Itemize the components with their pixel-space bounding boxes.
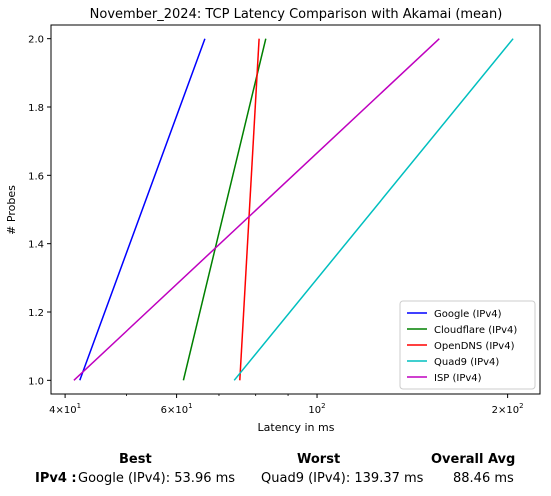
x-tick-label-0: 4×101 xyxy=(49,402,81,416)
latency-chart: November_2024: TCP Latency Comparison wi… xyxy=(5,7,541,434)
summary-row-label: IPv4 : xyxy=(35,471,77,486)
legend-label-3: Quad9 (IPv4) xyxy=(434,357,499,368)
x-tick-label-3: 2×102 xyxy=(492,402,524,416)
y-axis-ticks: 1.0 1.2 1.4 1.6 1.8 2.0 xyxy=(28,35,51,387)
summary-avg-header: Overall Avg xyxy=(431,452,516,467)
x-axis-ticks: 4×101 6×101 102 2×102 xyxy=(49,394,524,416)
x-tick-label-1: 6×101 xyxy=(161,402,193,416)
y-tick-label-5: 2.0 xyxy=(28,35,44,46)
series-line-0 xyxy=(79,38,206,381)
y-tick-label-0: 1.0 xyxy=(28,376,44,387)
summary-best-value: Google (IPv4): 53.96 ms xyxy=(78,471,236,486)
legend-frame xyxy=(399,300,536,390)
legend-label-2: OpenDNS (IPv4) xyxy=(434,341,515,352)
summary-worst-header: Worst xyxy=(297,452,341,467)
chart-title: November_2024: TCP Latency Comparison wi… xyxy=(90,7,503,22)
y-tick-label-4: 1.8 xyxy=(28,103,44,114)
legend: Google (IPv4) Cloudflare (IPv4) OpenDNS (I… xyxy=(399,300,536,390)
series-line-1 xyxy=(182,38,267,381)
y-tick-label-2: 1.4 xyxy=(28,240,44,251)
plot-frame xyxy=(50,24,541,395)
legend-label-4: ISP (IPv4) xyxy=(434,373,482,384)
series-layer xyxy=(73,38,514,381)
legend-label-0: Google (IPv4) xyxy=(434,309,502,320)
x-tick-label-2: 102 xyxy=(308,402,325,416)
summary-avg-value: 88.46 ms xyxy=(453,471,514,486)
legend-label-1: Cloudflare (IPv4) xyxy=(434,325,517,336)
y-tick-label-1: 1.2 xyxy=(28,308,44,319)
summary-worst-value: Quad9 (IPv4): 139.37 ms xyxy=(261,471,424,486)
y-tick-label-3: 1.6 xyxy=(28,171,44,182)
summary-best-header: Best xyxy=(119,452,152,467)
x-axis-label: Latency in ms xyxy=(258,421,335,434)
series-line-4 xyxy=(73,38,440,381)
series-line-3 xyxy=(233,38,514,381)
series-line-2 xyxy=(239,38,260,381)
y-axis-label: # Probes xyxy=(5,185,18,235)
